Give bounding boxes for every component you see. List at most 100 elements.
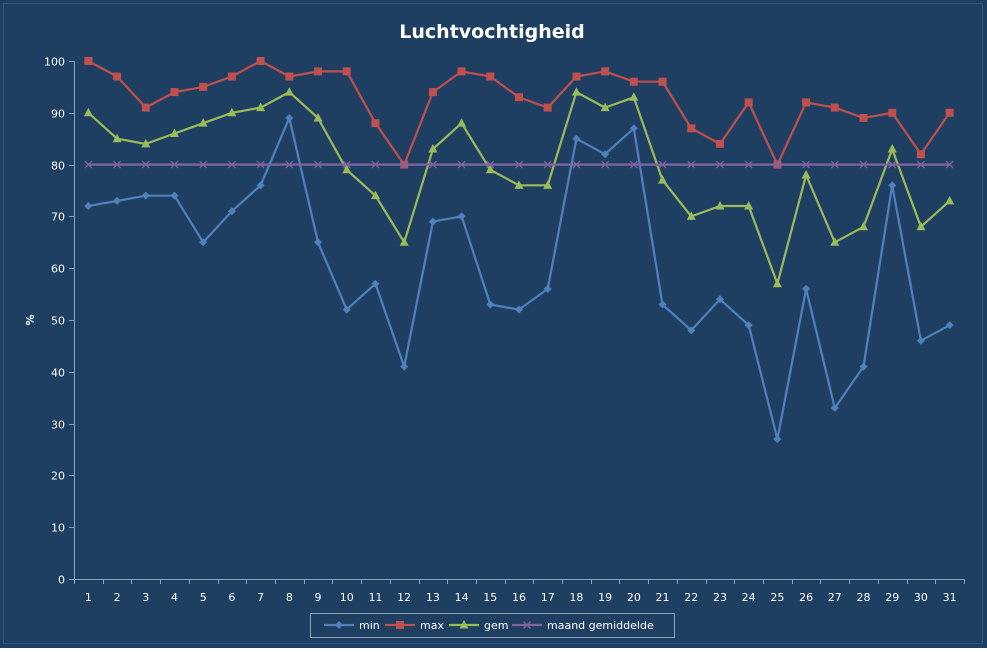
data-point-max xyxy=(170,88,179,97)
data-point-maand-gemiddelde xyxy=(515,160,523,169)
legend-entry-max: max xyxy=(385,619,444,632)
data-point-min xyxy=(687,326,696,335)
data-point-min xyxy=(629,124,638,133)
x-tick-label: 29 xyxy=(885,591,899,604)
data-point-maand-gemiddelde xyxy=(945,160,954,169)
x-tick-label: 6 xyxy=(228,591,235,604)
series-layer xyxy=(83,57,955,444)
y-tick-label: 20 xyxy=(51,470,65,483)
x-tick-label: 10 xyxy=(340,591,354,604)
data-point-min xyxy=(486,300,495,309)
data-point-maand-gemiddelde xyxy=(314,160,322,169)
data-point-gem xyxy=(945,195,955,205)
data-point-min xyxy=(830,404,839,413)
data-point-gem xyxy=(457,118,467,127)
data-point-max xyxy=(141,103,150,112)
data-point-maand-gemiddelde xyxy=(113,160,122,169)
legend-entry-gem: gem xyxy=(449,619,508,632)
y-tick-label: 100 xyxy=(44,56,65,69)
y-tick-label: 10 xyxy=(51,522,65,535)
data-point-min xyxy=(113,196,122,205)
data-point-gem xyxy=(571,87,581,96)
data-point-gem xyxy=(428,144,438,153)
x-axis-ticks: 1 2 3 4 5 6 7 8 9 10 11 12 13 14 15 16 17 18 19 20 21 22 23 24 2… xyxy=(74,579,965,604)
data-point-gem xyxy=(629,92,639,101)
y-tick-label: 50 xyxy=(51,315,65,328)
x-tick-label: 4 xyxy=(171,591,178,604)
data-point-min xyxy=(543,284,552,293)
data-point-maand-gemiddelde xyxy=(658,160,667,169)
x-tick-label: 28 xyxy=(857,591,871,604)
data-point-maand-gemiddelde xyxy=(400,160,409,169)
data-point-maand-gemiddelde xyxy=(716,160,724,169)
data-point-maand-gemiddelde xyxy=(916,160,925,169)
x-tick-label: 13 xyxy=(426,591,440,604)
x-tick-label: 22 xyxy=(684,591,698,604)
data-point-gem xyxy=(342,164,352,174)
legend-swatch-marker xyxy=(459,620,469,629)
chart-frame xyxy=(3,3,983,644)
legend-label: gem xyxy=(484,619,508,632)
data-point-min xyxy=(945,321,954,330)
data-point-gem xyxy=(744,201,754,210)
data-point-max xyxy=(744,98,753,107)
data-point-maand-gemiddelde xyxy=(744,160,753,169)
data-point-gem xyxy=(169,128,179,138)
y-axis-label: % xyxy=(24,314,37,325)
data-point-max xyxy=(84,57,93,65)
data-point-gem xyxy=(284,87,294,96)
data-point-max xyxy=(486,72,495,81)
data-point-gem xyxy=(399,237,409,246)
data-point-max xyxy=(227,72,236,81)
legend-swatch-marker xyxy=(335,621,343,629)
x-tick-label: 25 xyxy=(770,591,784,604)
x-tick-label: 16 xyxy=(512,591,526,604)
data-point-min xyxy=(371,279,380,288)
data-point-maand-gemiddelde xyxy=(486,160,495,169)
data-point-min xyxy=(572,134,581,143)
data-point-maand-gemiddelde xyxy=(170,160,179,169)
data-point-max xyxy=(916,150,925,159)
data-point-max xyxy=(658,77,667,86)
data-point-max xyxy=(199,82,208,91)
x-tick-label: 31 xyxy=(943,591,957,604)
legend-label: max xyxy=(420,619,444,632)
data-point-min xyxy=(285,113,294,122)
y-tick-label: 60 xyxy=(51,263,65,276)
data-point-min xyxy=(141,191,150,200)
data-point-min xyxy=(227,207,236,216)
data-point-gem xyxy=(772,278,782,288)
data-point-maand-gemiddelde xyxy=(572,160,581,169)
data-point-max xyxy=(113,72,122,81)
data-point-max xyxy=(715,139,724,148)
data-point-min xyxy=(601,150,610,159)
data-point-min xyxy=(515,305,523,314)
data-point-gem xyxy=(715,201,725,210)
data-point-maand-gemiddelde xyxy=(457,160,466,169)
series-maand-gemiddelde xyxy=(84,160,954,169)
data-point-gem xyxy=(227,107,237,117)
data-point-maand-gemiddelde xyxy=(141,160,150,169)
data-point-gem xyxy=(859,221,869,231)
data-point-max xyxy=(888,108,897,117)
data-point-maand-gemiddelde xyxy=(285,160,294,169)
data-point-min xyxy=(658,300,667,309)
x-tick-label: 27 xyxy=(828,591,842,604)
x-tick-label: 18 xyxy=(569,591,583,604)
x-tick-label: 8 xyxy=(286,591,293,604)
data-point-max xyxy=(859,113,868,122)
data-point-maand-gemiddelde xyxy=(256,160,265,169)
data-point-gem xyxy=(198,118,208,127)
legend-entry-min: min xyxy=(324,619,380,632)
data-point-maand-gemiddelde xyxy=(859,160,868,169)
data-point-max xyxy=(314,67,323,76)
y-tick-label: 30 xyxy=(51,419,65,432)
x-tick-label: 2 xyxy=(114,591,121,604)
data-point-min xyxy=(457,212,466,221)
data-point-maand-gemiddelde xyxy=(601,160,610,169)
data-point-max xyxy=(515,93,523,102)
data-point-min xyxy=(916,336,925,345)
x-tick-label: 9 xyxy=(315,591,322,604)
